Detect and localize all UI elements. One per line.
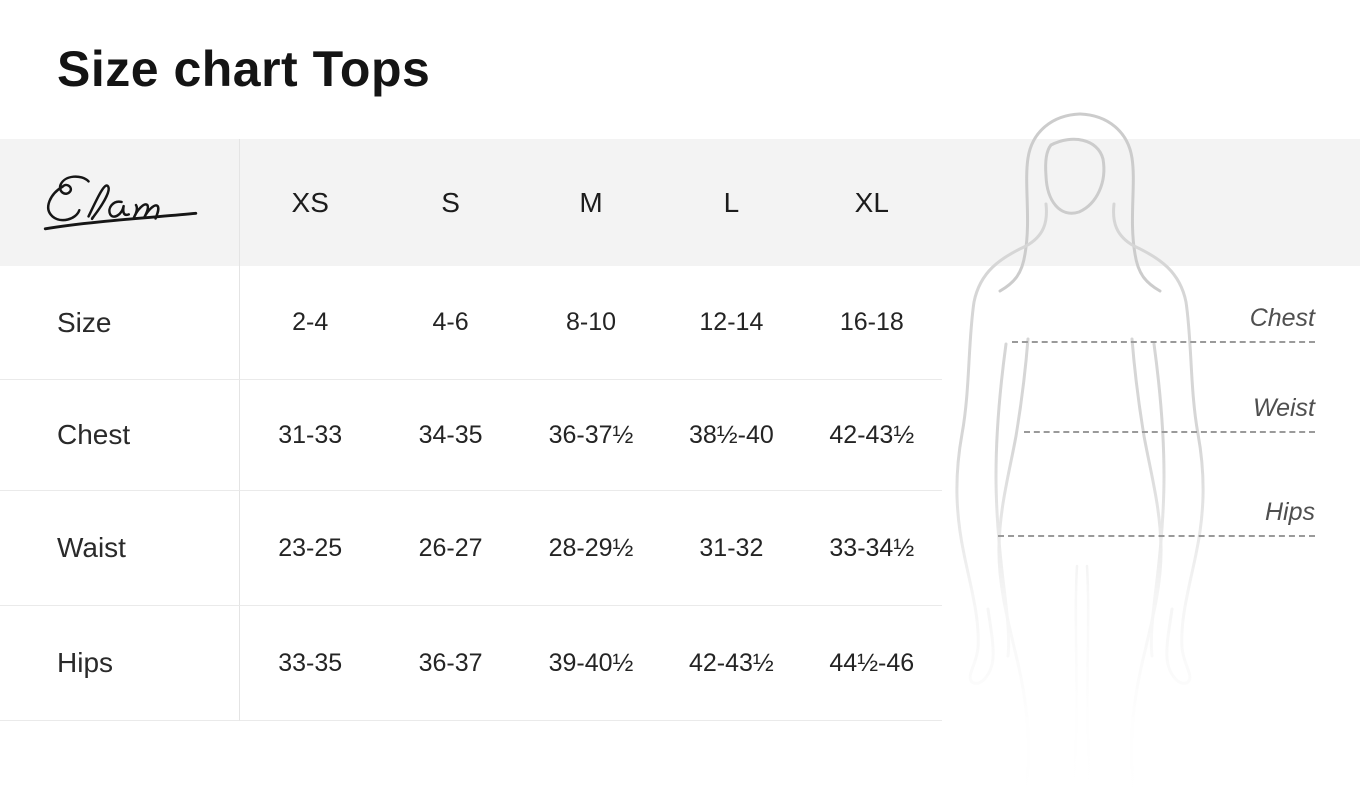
hips-measurement-label: Hips [1264,498,1315,526]
brand-logo-cell: Elan [0,139,240,266]
cell-hips-s: 36-37 [380,606,521,721]
cell-size-m: 8-10 [520,266,662,380]
column-header-xs: XS [291,186,329,218]
column-header-m: M [579,186,603,218]
cell-size-xl: 16-18 [801,266,942,380]
cell-hips-xs: 33-35 [240,606,381,721]
cell-chest-m: 36-37½ [520,380,662,491]
hips-measurement-line [998,535,1315,537]
column-header-s: S [441,186,460,218]
row-label-hips: Hips [0,606,240,721]
figure-fade-overlay [940,104,1360,804]
row-label-waist: Waist [0,491,240,606]
cell-size-l: 12-14 [661,266,802,380]
size-table: Elan XS S M L XL Size 2-4 4-6 8-10 12-14… [0,139,942,721]
chest-measurement-label: Chest [1249,304,1315,332]
cell-chest-l: 38½-40 [661,380,802,491]
page-title: Size chart Tops [57,41,431,97]
waist-measurement-label: Weist [1252,394,1315,422]
cell-chest-xl: 42-43½ [801,380,942,491]
measurement-figure: Chest Weist Hips [940,104,1360,804]
cell-waist-xs: 23-25 [240,491,381,606]
waist-measurement-line [1024,431,1315,433]
column-header-l: L [723,186,740,218]
cell-size-xs: 2-4 [240,266,381,380]
cell-waist-xl: 33-34½ [801,491,942,606]
chest-measurement-line [1012,341,1315,343]
column-header-xl: XL [854,186,889,218]
cell-hips-m: 39-40½ [520,606,662,721]
cell-chest-s: 34-35 [380,380,521,491]
cell-hips-xl: 44½-46 [801,606,942,721]
cell-waist-m: 28-29½ [520,491,662,606]
brand-signature-logo-icon: Elan [43,174,198,230]
cell-waist-l: 31-32 [661,491,802,606]
cell-hips-l: 42-43½ [661,606,802,721]
row-label-chest: Chest [0,380,240,491]
cell-chest-xs: 31-33 [240,380,381,491]
cell-waist-s: 26-27 [380,491,521,606]
cell-size-s: 4-6 [380,266,521,380]
row-label-size: Size [0,266,240,380]
